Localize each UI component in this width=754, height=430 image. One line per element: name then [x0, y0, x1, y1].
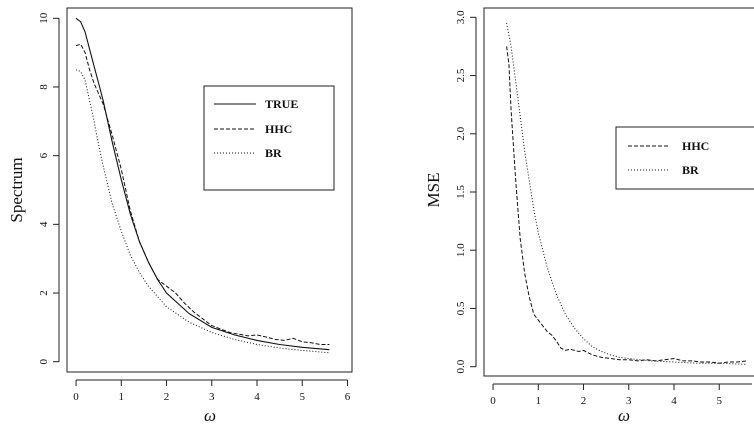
x-tick-label: 3	[626, 395, 632, 407]
mse-y-axis-label: MSE	[424, 173, 443, 208]
x-tick-label: 6	[345, 391, 351, 403]
y-tick-label: 0.5	[455, 301, 467, 315]
legend-label-hhc: HHC	[265, 122, 292, 136]
y-tick-label: 0.0	[455, 359, 467, 373]
spectrum-plot-frame	[66, 7, 353, 373]
legend-label-br: BR	[682, 163, 699, 177]
mse-chart: 0 1 2 3 4 5 0.0 0.5 1.0 1.5 2.0 2.5 3.0 ω MSE HHC B…	[424, 7, 754, 425]
spectrum-x-axis: 0 1 2 3 4 5 6	[73, 379, 351, 403]
mse-y-axis: 0.0 0.5 1.0 1.5 2.0 2.5 3.0	[455, 10, 477, 374]
series-line-hhc	[75, 43, 330, 345]
x-tick-label: 5	[716, 395, 722, 407]
mse-legend-box	[615, 126, 754, 190]
spectrum-legend-box	[203, 85, 335, 191]
legend-label-br: BR	[265, 146, 282, 160]
y-tick-label: 10	[38, 12, 50, 24]
y-tick-label: 1.0	[455, 243, 467, 257]
spectrum-x-axis-label: ω	[204, 406, 216, 425]
x-tick-label: 0	[490, 395, 496, 407]
y-tick-label: 2.5	[455, 68, 467, 82]
y-tick-label: 1.5	[455, 185, 467, 199]
mse-legend: HHC BR	[615, 126, 754, 190]
y-tick-label: 2.0	[455, 126, 467, 140]
x-tick-label: 2	[164, 391, 170, 403]
x-tick-label: 3	[209, 391, 215, 403]
series-line-true	[75, 17, 330, 351]
series-line-br	[75, 69, 330, 354]
spectrum-y-axis-label: Spectrum	[7, 157, 26, 222]
series-line-br	[506, 23, 747, 365]
spectrum-series-lines	[75, 17, 330, 354]
x-tick-label: 5	[299, 391, 305, 403]
legend-label-true: TRUE	[265, 97, 298, 111]
y-tick-label: 3.0	[455, 10, 467, 24]
mse-x-axis: 0 1 2 3 4 5	[490, 383, 752, 407]
y-tick-label: 8	[38, 84, 50, 90]
x-tick-label: 4	[671, 395, 677, 407]
legend-label-hhc: HHC	[682, 139, 709, 153]
y-tick-label: 0	[38, 358, 50, 364]
mse-series-lines	[506, 23, 747, 365]
x-tick-label: 0	[73, 391, 79, 403]
spectrum-y-axis: 0 2 4 6 8 10	[38, 12, 60, 364]
mse-x-axis-label: ω	[618, 406, 630, 425]
spectrum-legend: TRUE HHC BR	[203, 85, 335, 191]
y-tick-label: 4	[38, 221, 50, 227]
series-line-hhc	[506, 46, 747, 364]
x-tick-label: 1	[119, 391, 125, 403]
spectrum-chart: 0 1 2 3 4 5 6 0 2 4 6 8 10 ω Spectrum TRUE HHC BR	[7, 7, 353, 425]
mse-plot-frame	[483, 7, 754, 377]
y-tick-label: 6	[38, 152, 50, 158]
y-tick-label: 2	[38, 290, 50, 296]
x-tick-label: 2	[581, 395, 587, 407]
x-tick-label: 1	[536, 395, 542, 407]
x-tick-label: 4	[254, 391, 260, 403]
